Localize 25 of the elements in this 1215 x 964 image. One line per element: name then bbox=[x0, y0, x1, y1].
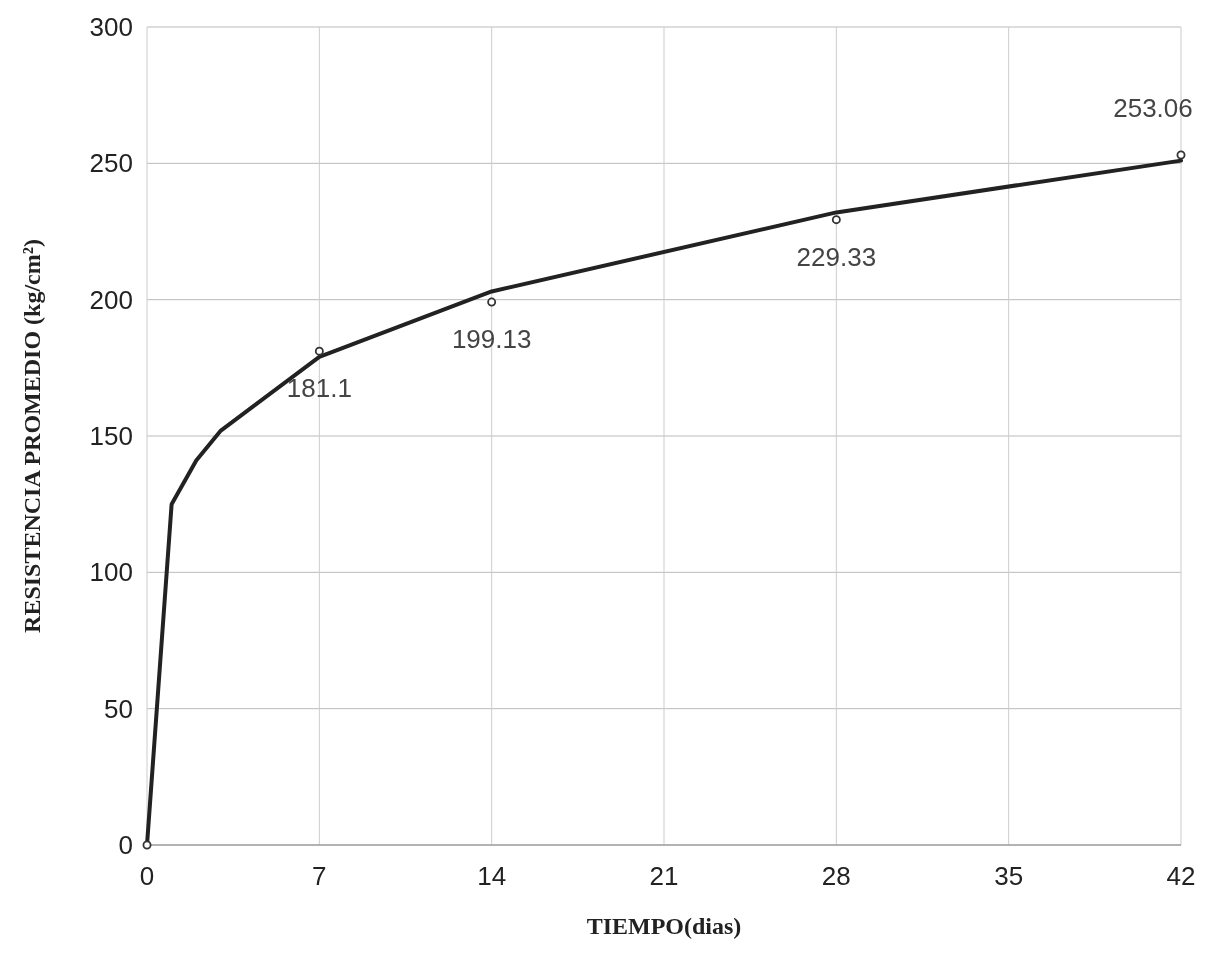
point bbox=[831, 215, 841, 225]
data-label: 229.33 bbox=[796, 241, 877, 272]
x-tick-label: 42 bbox=[1166, 861, 1196, 891]
x-tick-label: 28 bbox=[821, 861, 851, 891]
x-tick-label: 21 bbox=[649, 861, 679, 891]
x-tick-label: 0 bbox=[139, 861, 155, 891]
data-label: 181.1 bbox=[286, 373, 352, 404]
x-tick-label: 14 bbox=[477, 861, 507, 891]
data-label: 253.06 bbox=[1113, 92, 1193, 123]
point bbox=[142, 840, 152, 850]
data-label: 199.13 bbox=[451, 324, 532, 355]
point bbox=[487, 297, 497, 307]
y-tick-label: 0 bbox=[118, 830, 133, 861]
y-tick-label: 200 bbox=[89, 284, 133, 315]
y-tick-label: 250 bbox=[89, 148, 133, 179]
y-axis-title: RESISTENCIA PROMEDIO (kg/cm²) bbox=[19, 239, 45, 633]
y-tick-label: 150 bbox=[89, 421, 133, 452]
point bbox=[1176, 150, 1186, 160]
y-tick-label: 300 bbox=[89, 12, 133, 43]
x-axis-title: TIEMPO(dias) bbox=[586, 913, 742, 939]
y-tick-label: 100 bbox=[89, 557, 133, 588]
x-tick-label: 7 bbox=[312, 861, 327, 891]
point bbox=[314, 346, 324, 356]
x-tick-label: 35 bbox=[994, 861, 1024, 891]
y-tick-label: 50 bbox=[104, 693, 133, 724]
